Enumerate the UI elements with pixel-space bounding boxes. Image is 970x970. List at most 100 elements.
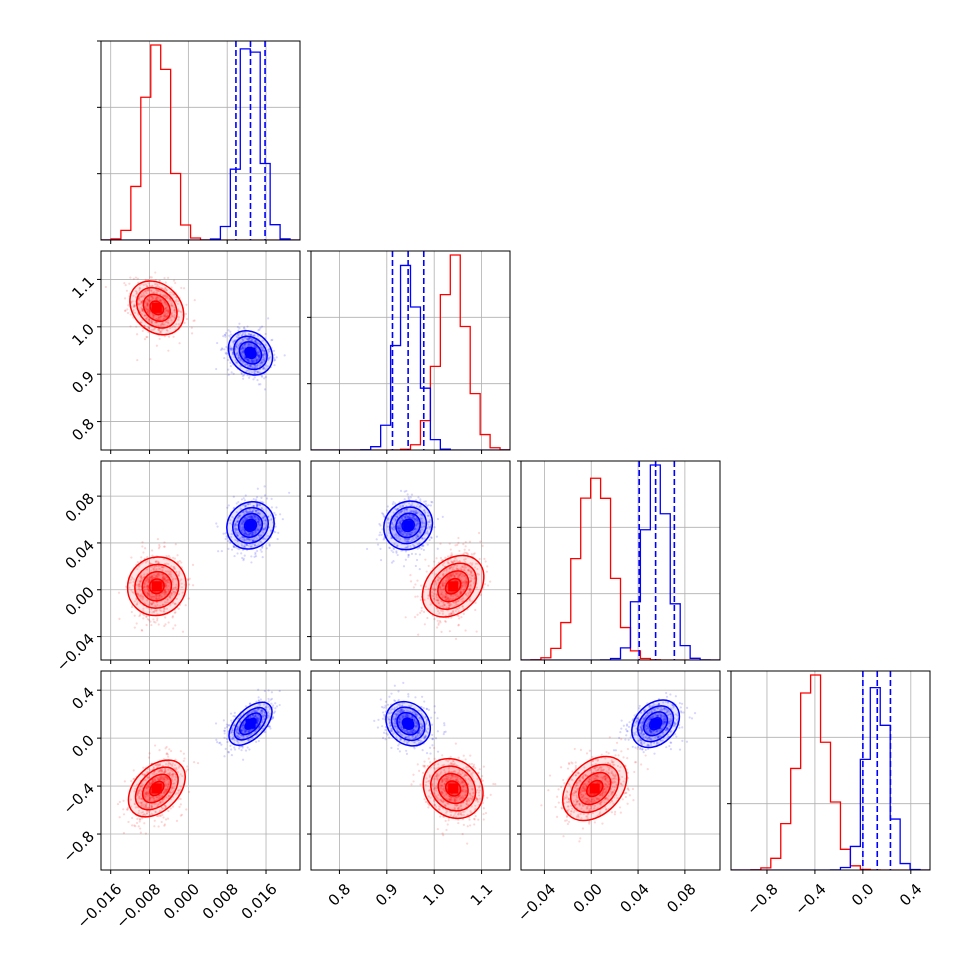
- scatter-point: [416, 595, 419, 598]
- scatter-point: [231, 348, 234, 351]
- scatter-point: [157, 623, 160, 626]
- scatter-point: [135, 290, 138, 293]
- scatter-point: [473, 574, 476, 577]
- scatter-point: [468, 598, 471, 601]
- scatter-point: [418, 506, 421, 509]
- scatter-point: [146, 310, 149, 314]
- scatter-point: [445, 606, 448, 609]
- scatter-point: [450, 574, 453, 578]
- scatter-point: [415, 528, 418, 531]
- scatter-point: [413, 518, 417, 521]
- scatter-point: [246, 364, 249, 367]
- scatter-point: [141, 309, 144, 312]
- scatter-point: [444, 556, 447, 559]
- scatter-point: [158, 775, 162, 778]
- scatter-point: [247, 332, 250, 336]
- scatter-point: [163, 589, 166, 592]
- scatter-point: [145, 791, 148, 794]
- scatter-point: [460, 591, 463, 595]
- scatter-point: [143, 813, 146, 816]
- scatter-point: [176, 554, 179, 557]
- scatter-point: [237, 333, 240, 336]
- scatter-point: [393, 543, 396, 546]
- scatter-point: [150, 806, 154, 809]
- scatter-point: [177, 789, 180, 792]
- scatter-point: [171, 581, 174, 584]
- scatter-point: [404, 539, 407, 542]
- scatter-point: [443, 603, 446, 607]
- scatter-point: [450, 560, 453, 563]
- scatter-point: [148, 782, 152, 785]
- scatter-point: [163, 790, 167, 793]
- scatter-point: [251, 533, 254, 536]
- scatter-point: [146, 585, 149, 588]
- scatter-point: [177, 308, 180, 311]
- scatter-point: [173, 602, 176, 606]
- scatter-point: [260, 496, 263, 499]
- scatter-point: [237, 344, 241, 347]
- scatter-point: [165, 314, 168, 318]
- scatter-point: [379, 524, 382, 527]
- scatter-point: [165, 578, 168, 582]
- scatter-point: [245, 532, 248, 536]
- scatter-point: [165, 307, 168, 310]
- scatter-point: [158, 814, 161, 817]
- scatter-point: [462, 568, 466, 572]
- scatter-point: [425, 570, 428, 573]
- scatter-point: [187, 790, 191, 793]
- scatter-point: [150, 595, 153, 598]
- scatter-point: [454, 593, 457, 596]
- scatter-point: [455, 559, 459, 562]
- scatter-point: [246, 510, 250, 513]
- scatter-point: [229, 522, 232, 525]
- scatter-point: [463, 551, 466, 554]
- scatter-point: [152, 329, 155, 332]
- scatter-point: [145, 285, 148, 288]
- scatter-point: [241, 724, 244, 727]
- density-peak: [448, 581, 459, 592]
- scatter-point: [167, 335, 171, 338]
- scatter-point: [263, 522, 266, 525]
- scatter-point: [263, 528, 266, 531]
- scatter-point: [409, 544, 412, 548]
- scatter-point: [139, 575, 143, 578]
- scatter-point: [187, 578, 190, 581]
- scatter-point: [163, 771, 166, 774]
- scatter-point: [396, 537, 399, 540]
- scatter-point: [243, 532, 246, 535]
- scatter-point: [184, 312, 188, 316]
- scatter-point: [142, 607, 145, 610]
- scatter-point: [252, 340, 255, 343]
- scatter-point: [260, 346, 263, 349]
- scatter-point: [479, 540, 482, 543]
- scatter-point: [118, 816, 121, 819]
- scatter-point: [174, 758, 177, 761]
- scatter-point: [171, 315, 174, 318]
- scatter-point: [135, 622, 138, 625]
- scatter-point: [162, 791, 165, 794]
- scatter-point: [244, 517, 247, 521]
- scatter-point: [258, 328, 261, 331]
- scatter-point: [172, 279, 176, 282]
- scatter-point: [156, 537, 160, 541]
- scatter-point: [254, 509, 257, 512]
- scatter-point: [447, 604, 450, 607]
- scatter-point: [414, 564, 417, 568]
- scatter-point: [140, 293, 143, 296]
- scatter-point: [150, 623, 153, 627]
- scatter-point: [256, 370, 259, 373]
- scatter-point: [146, 335, 149, 339]
- scatter-point: [441, 583, 444, 587]
- scatter-point: [392, 551, 395, 554]
- scatter-point: [165, 607, 169, 610]
- scatter-point: [138, 580, 142, 583]
- scatter-point: [248, 364, 251, 367]
- scatter-point: [227, 547, 230, 550]
- scatter-point: [233, 739, 236, 742]
- scatter-point: [419, 517, 422, 520]
- scatter-point: [149, 796, 152, 799]
- scatter-point: [223, 348, 226, 351]
- scatter-point: [416, 535, 419, 538]
- scatter-point: [476, 572, 479, 575]
- scatter-point: [148, 804, 151, 807]
